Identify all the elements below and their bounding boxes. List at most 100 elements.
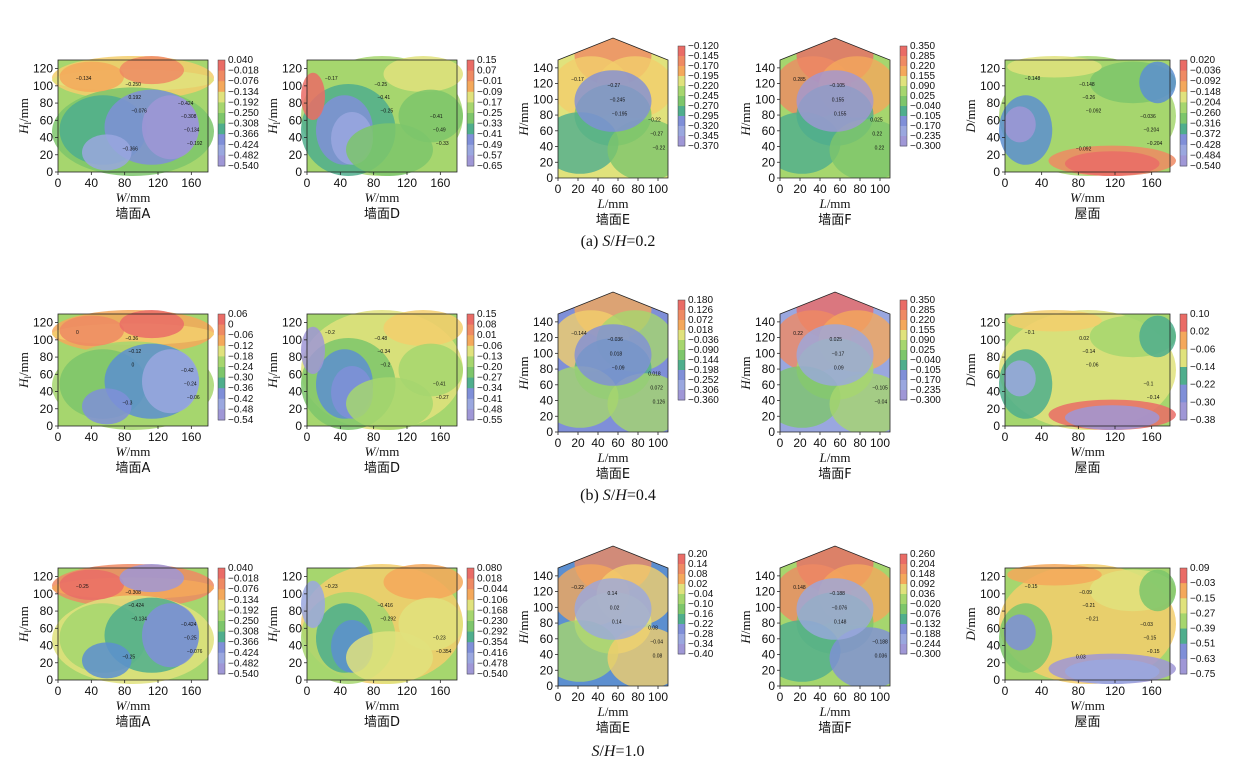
contour-region <box>59 61 124 92</box>
x-tick-label: 60 <box>611 690 625 704</box>
colorbar-tick-label: −0.540 <box>228 161 259 172</box>
y-tick-label: 120 <box>282 570 302 584</box>
y-tick-label: 140 <box>755 569 775 583</box>
x-tick-label: 40 <box>1035 430 1049 444</box>
colorbar-segment <box>467 155 474 167</box>
colorbar-tick-label: −0.235 <box>910 131 941 142</box>
y-tick-label: 80 <box>40 96 54 110</box>
contour-label: −0.424 <box>181 622 197 628</box>
contour-region <box>301 580 325 629</box>
x-tick-label: 80 <box>631 690 645 704</box>
colorbar-segment <box>467 123 474 135</box>
x-tick-label: 100 <box>648 436 668 450</box>
colorbar-frame <box>466 313 475 421</box>
colorbar-segment <box>218 155 225 167</box>
y-tick-label: 80 <box>289 350 303 364</box>
colorbar-tick-label: 0.092 <box>910 579 935 590</box>
contour-label: 0.036 <box>875 654 888 660</box>
colorbar-tick-label: 0.155 <box>910 71 935 82</box>
colorbar-tick-label: 0.036 <box>910 589 935 600</box>
colorbar-tick-label: −0.372 <box>1190 129 1221 140</box>
colorbar-segment <box>1180 113 1187 125</box>
x-tick-label: 0 <box>555 436 562 450</box>
colorbar-tick-label: −0.195 <box>688 71 719 82</box>
y-tick-label: 60 <box>762 632 776 646</box>
y-tick-label: 0 <box>768 171 775 185</box>
contour-region <box>1007 564 1102 586</box>
colorbar-segment <box>1180 60 1187 72</box>
contour-label: −0.292 <box>381 617 397 623</box>
colorbar-tick-label: −0.416 <box>477 648 508 659</box>
colorbar-segment <box>218 324 225 336</box>
colorbar-tick-label: −0.308 <box>228 119 259 130</box>
contour-region <box>301 326 325 374</box>
contour-label: −0.34 <box>378 349 391 355</box>
plot-area <box>780 38 890 178</box>
colorbar-segment <box>1180 384 1187 403</box>
colorbar-segment <box>218 621 225 633</box>
y-tick-label: 100 <box>282 587 302 601</box>
colorbar-segment <box>1180 568 1187 584</box>
y-tick-label: 0 <box>46 419 53 433</box>
colorbar-segment <box>1180 598 1187 614</box>
x-axis-label: W/mm <box>1070 190 1105 205</box>
colorbar-tick-label: 0.14 <box>688 559 708 570</box>
y-tick-label: 40 <box>762 394 776 408</box>
colorbar-segment <box>900 66 907 77</box>
colorbar-segment <box>678 126 685 137</box>
colorbar-segment <box>678 56 685 67</box>
colorbar-segment <box>467 610 474 622</box>
x-tick-label: 40 <box>813 436 827 450</box>
colorbar-tick-label: −0.28 <box>688 629 714 640</box>
contour-label: 0.03 <box>1076 655 1086 661</box>
contour-label: −0.204 <box>1147 141 1163 147</box>
colorbar-segment <box>218 599 225 611</box>
y-tick-label: 120 <box>533 585 553 599</box>
contour-region <box>82 388 132 425</box>
contour-region <box>607 373 668 432</box>
colorbar-segment <box>900 340 907 351</box>
x-axis-label: L/mm <box>596 704 628 719</box>
colorbar-tick-label: −0.366 <box>228 129 259 140</box>
chart-panel: −0.220.140.080.02−0.040.140.080 20 40 60 80 1… <box>516 545 714 736</box>
contour-region <box>142 95 199 160</box>
y-tick-label: 80 <box>762 362 776 376</box>
y-tick-label: 120 <box>980 316 1000 330</box>
y-axis-label: D/mm <box>963 607 978 641</box>
contour-region <box>119 56 184 85</box>
y-tick-label: 0 <box>993 165 1000 179</box>
contour-label: −0.1 <box>1144 382 1154 388</box>
colorbar-segment <box>467 314 474 326</box>
colorbar-tick-label: −0.540 <box>477 669 508 680</box>
contour-label: −0.09 <box>612 365 625 371</box>
plot-frame <box>57 567 209 681</box>
colorbar-tick-label: −0.040 <box>910 101 941 112</box>
colorbar-tick-label: 0.040 <box>228 55 253 66</box>
y-tick-label: 20 <box>762 409 776 423</box>
colorbar-tick-label: 0.204 <box>910 559 935 570</box>
x-tick-label: 80 <box>118 684 132 698</box>
colorbar-segment <box>1180 70 1187 82</box>
y-tick-label: 60 <box>540 124 554 138</box>
colorbar-tick-label: −0.09 <box>477 87 503 98</box>
contour-label: −0.366 <box>123 147 139 153</box>
contour-label: −0.192 <box>187 141 203 147</box>
colorbar-segment <box>218 610 225 622</box>
x-tick-label: 0 <box>1002 430 1009 444</box>
plot-frame <box>779 545 891 687</box>
chart-panel: −0.17−0.25−0.33−0.41−0.49−0.25−0.410 40 80… <box>265 55 503 222</box>
colorbar-tick-label: −0.482 <box>228 150 259 161</box>
contour-label: −0.105 <box>830 83 846 89</box>
colorbar-segment <box>467 642 474 654</box>
contour-label: −0.23 <box>433 636 446 642</box>
colorbar-segment <box>1180 331 1187 350</box>
contour-region <box>119 310 184 339</box>
plot-frame <box>1004 567 1171 681</box>
colorbar-segment <box>900 106 907 117</box>
colorbar-segment <box>900 564 907 575</box>
contour-label: −0.250 <box>126 82 142 88</box>
y-tick-label: 100 <box>33 333 53 347</box>
colorbar-tick-label: −0.20 <box>477 362 503 373</box>
contour-label: −0.076 <box>187 649 203 655</box>
